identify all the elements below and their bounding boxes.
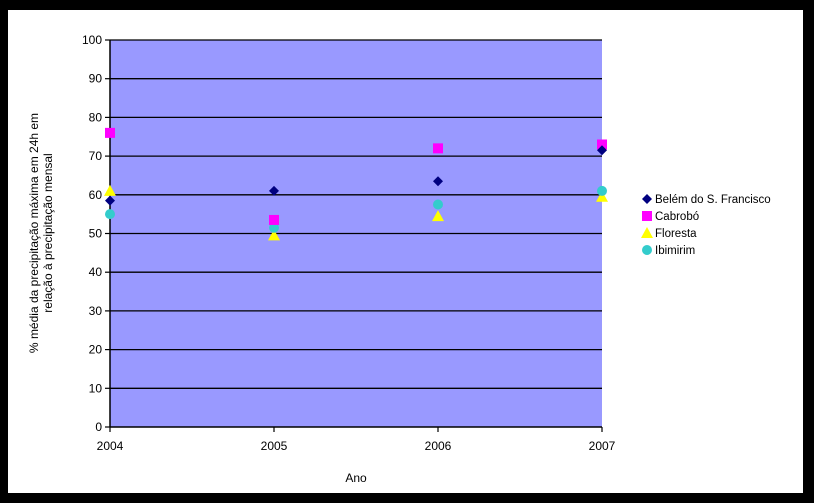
y-tick-label: 80 <box>89 110 103 124</box>
y-tick-label: 10 <box>89 381 103 395</box>
y-tick-label: 0 <box>95 420 102 434</box>
legend-marker-triangle <box>641 227 653 238</box>
gridlines <box>110 39 602 389</box>
legend-marker-square <box>642 211 652 221</box>
chart-frame: 0 10 20 30 40 50 60 70 80 90 100 2004 2005 2006 2007 … <box>8 10 803 493</box>
legend: Belém do S. Francisco Cabrobó Floresta Ibim… <box>641 194 771 257</box>
data-points <box>104 127 608 241</box>
legend-marker-circle <box>642 245 652 255</box>
y-axis-label-line-2: relação à precipitação mensal <box>41 153 55 312</box>
data-point-square <box>597 139 607 150</box>
legend-label: Floresta <box>655 228 697 240</box>
data-point-triangle <box>596 190 608 202</box>
legend-label: Cabrobó <box>655 211 699 223</box>
x-tick-label: 2004 <box>97 439 124 453</box>
data-point-square <box>105 127 115 138</box>
data-point-circle <box>433 199 443 210</box>
y-tick-label: 40 <box>89 265 103 279</box>
y-tick-labels: 0 10 20 30 40 50 60 70 80 90 100 <box>82 33 102 434</box>
data-point-square <box>269 214 279 225</box>
y-tick-label: 60 <box>89 188 103 202</box>
data-point-triangle <box>104 184 116 196</box>
y-tick-label: 20 <box>89 343 103 357</box>
y-tick-label: 70 <box>89 149 103 163</box>
data-point-circle <box>105 209 115 220</box>
data-point-diamond <box>433 176 443 187</box>
x-axis-label: Ano <box>345 471 367 485</box>
legend-marker-diamond <box>642 194 652 204</box>
data-point-triangle <box>268 229 280 241</box>
data-point-diamond <box>105 195 115 206</box>
x-tick-label: 2006 <box>425 439 452 453</box>
data-point-diamond <box>597 145 607 156</box>
y-tick-label: 50 <box>89 227 103 241</box>
y-tick-label: 90 <box>89 72 103 86</box>
y-axis-label-line-1: % média da precipitação máxima em 24h em <box>27 113 41 353</box>
data-point-circle <box>269 222 279 233</box>
y-tick-label: 100 <box>82 33 102 47</box>
data-point-triangle <box>432 210 444 222</box>
data-point-square <box>433 143 443 154</box>
legend-label: Ibimirim <box>655 245 695 257</box>
x-tick-label: 2005 <box>261 439 288 453</box>
axes <box>105 39 603 432</box>
data-point-circle <box>597 185 607 196</box>
data-point-diamond <box>269 185 279 196</box>
y-tick-label: 30 <box>89 304 103 318</box>
legend-label: Belém do S. Francisco <box>655 194 771 206</box>
x-tick-label: 2007 <box>589 439 616 453</box>
x-tick-labels: 2004 2005 2006 2007 <box>97 439 616 453</box>
